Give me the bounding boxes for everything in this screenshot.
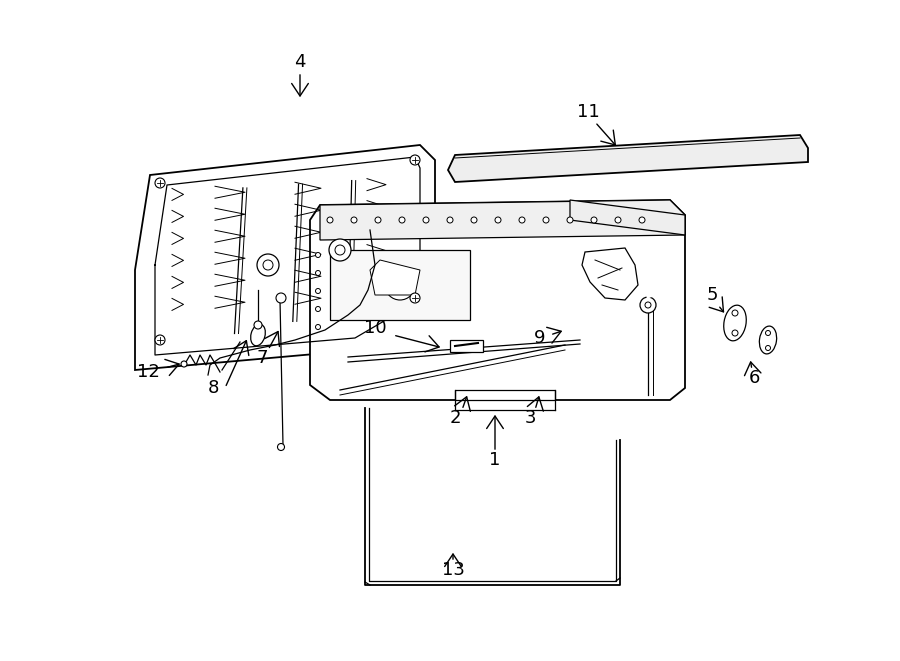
Text: 8: 8: [207, 379, 219, 397]
Circle shape: [519, 217, 525, 223]
Circle shape: [329, 239, 351, 261]
Ellipse shape: [251, 325, 266, 346]
Circle shape: [351, 217, 357, 223]
Circle shape: [399, 217, 405, 223]
Circle shape: [567, 217, 573, 223]
Circle shape: [327, 217, 333, 223]
Circle shape: [385, 270, 415, 300]
Text: 12: 12: [137, 363, 159, 381]
Circle shape: [645, 302, 651, 308]
Text: 9: 9: [535, 329, 545, 347]
Text: 4: 4: [294, 53, 306, 71]
Circle shape: [495, 217, 501, 223]
Circle shape: [766, 330, 770, 336]
Circle shape: [543, 217, 549, 223]
Polygon shape: [310, 200, 685, 400]
Polygon shape: [320, 200, 685, 240]
Circle shape: [254, 321, 262, 329]
Circle shape: [732, 310, 738, 316]
Circle shape: [277, 444, 284, 451]
Text: 10: 10: [364, 319, 386, 337]
Polygon shape: [370, 260, 420, 295]
Circle shape: [615, 217, 621, 223]
Circle shape: [732, 330, 738, 336]
Circle shape: [155, 335, 165, 345]
Circle shape: [766, 346, 770, 350]
Text: 6: 6: [748, 369, 760, 387]
Circle shape: [155, 178, 165, 188]
Text: 1: 1: [490, 451, 500, 469]
Text: 7: 7: [256, 349, 268, 367]
Circle shape: [316, 307, 320, 311]
Circle shape: [316, 325, 320, 329]
Text: 13: 13: [442, 561, 464, 579]
Circle shape: [257, 254, 279, 276]
Circle shape: [316, 288, 320, 293]
Circle shape: [335, 245, 345, 255]
Text: 11: 11: [577, 103, 599, 121]
Circle shape: [447, 217, 453, 223]
Circle shape: [410, 155, 420, 165]
Polygon shape: [330, 250, 470, 320]
Ellipse shape: [724, 305, 746, 341]
Ellipse shape: [760, 326, 777, 354]
Circle shape: [471, 217, 477, 223]
Polygon shape: [455, 390, 555, 400]
Circle shape: [591, 217, 597, 223]
Text: 5: 5: [706, 286, 718, 304]
Circle shape: [640, 297, 656, 313]
Text: 3: 3: [524, 409, 536, 427]
Circle shape: [316, 270, 320, 276]
Circle shape: [423, 217, 429, 223]
Circle shape: [410, 293, 420, 303]
Polygon shape: [450, 340, 483, 352]
Polygon shape: [448, 135, 808, 182]
Circle shape: [181, 361, 187, 367]
Polygon shape: [135, 145, 435, 370]
Circle shape: [263, 260, 273, 270]
Circle shape: [316, 253, 320, 258]
Circle shape: [639, 217, 645, 223]
Text: 2: 2: [449, 409, 461, 427]
Circle shape: [276, 293, 286, 303]
Polygon shape: [570, 200, 685, 235]
Circle shape: [375, 217, 381, 223]
Polygon shape: [582, 248, 638, 300]
